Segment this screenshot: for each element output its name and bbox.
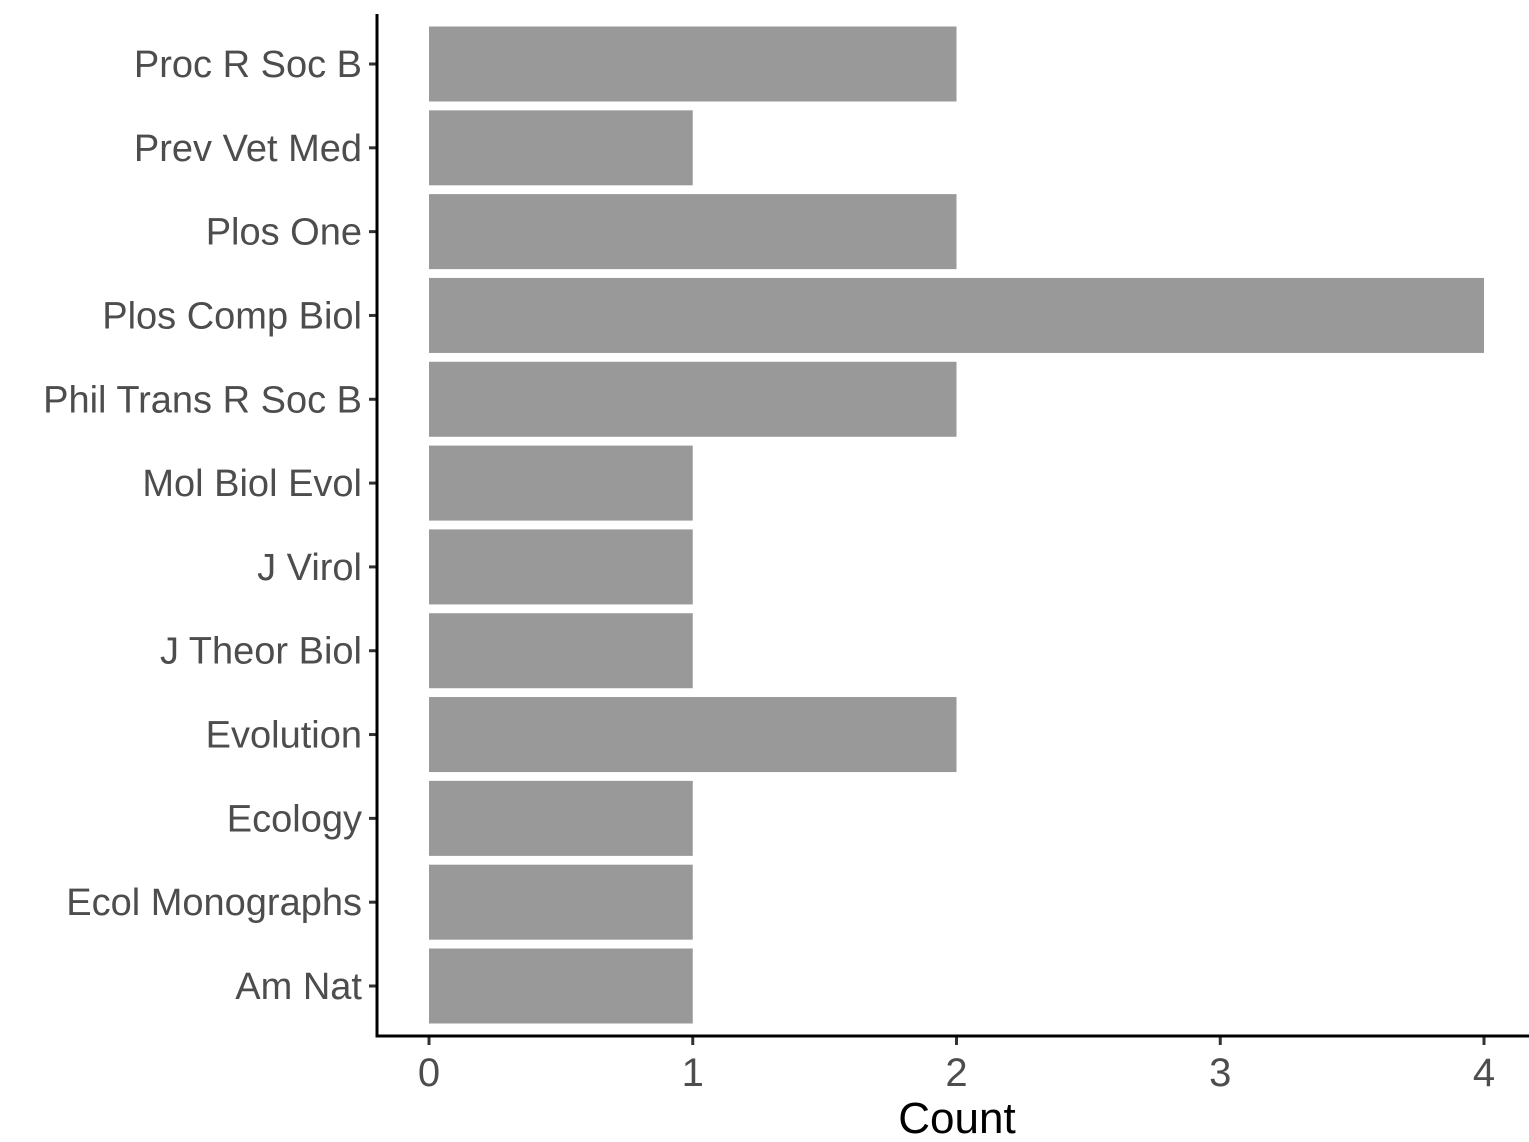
x-tick-label: 2	[945, 1051, 967, 1095]
bar-ecology	[429, 780, 693, 856]
y-tick-label: J Virol	[257, 547, 362, 589]
bar-j-theor-biol	[429, 613, 693, 689]
y-tick-label: Phil Trans R Soc B	[43, 379, 362, 421]
y-tick-label: Plos One	[206, 212, 362, 254]
y-tick-label: Plos Comp Biol	[102, 295, 362, 337]
y-tick-label: Prev Vet Med	[134, 128, 362, 170]
x-tick-label: 1	[682, 1051, 704, 1095]
bars-group	[429, 26, 1484, 1024]
x-tick-label: 0	[418, 1051, 440, 1095]
y-tick-label: Am Nat	[235, 966, 362, 1008]
x-tick-label: 4	[1473, 1051, 1495, 1095]
bar-plos-one	[429, 194, 957, 270]
x-axis-ticks: 0 1 2 3 4	[418, 1036, 1495, 1095]
y-tick-label: Mol Biol Evol	[142, 463, 362, 505]
bar-prev-vet-med	[429, 110, 693, 186]
bar-evolution	[429, 697, 957, 773]
bar-am-nat	[429, 948, 693, 1024]
bar-j-virol	[429, 529, 693, 605]
x-axis-title: Count	[898, 1094, 1015, 1142]
x-tick-label: 3	[1209, 1051, 1231, 1095]
y-tick-label: Ecology	[227, 798, 362, 840]
y-tick-label: Ecol Monographs	[66, 882, 362, 924]
bar-ecol-monographs	[429, 864, 693, 940]
bar-proc-r-soc-b	[429, 26, 957, 102]
y-axis-ticks: Am Nat Ecol Monographs Ecology Evolution J T…	[43, 44, 377, 1008]
y-tick-label: Evolution	[206, 715, 362, 757]
bar-plos-comp-biol	[429, 277, 1484, 353]
bar-phil-trans-r-soc-b	[429, 361, 957, 437]
y-tick-label: J Theor Biol	[160, 631, 362, 673]
y-tick-label: Proc R Soc B	[134, 44, 362, 86]
bar-mol-biol-evol	[429, 445, 693, 521]
